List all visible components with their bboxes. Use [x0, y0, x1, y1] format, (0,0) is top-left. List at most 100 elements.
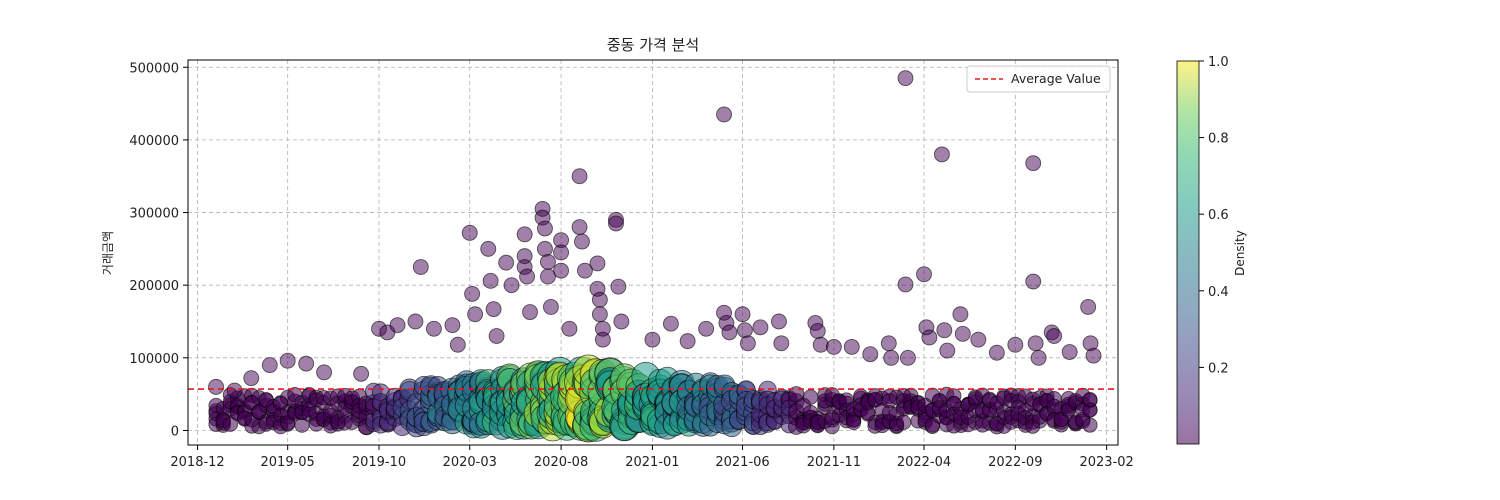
- data-point: [594, 331, 611, 348]
- data-point: [897, 276, 914, 293]
- data-point: [553, 244, 570, 261]
- data-point: [577, 262, 593, 279]
- x-tick-label: 2022-09: [988, 455, 1042, 470]
- x-tick-label: 2023-02: [1079, 455, 1133, 470]
- data-point: [970, 331, 987, 348]
- data-point: [298, 355, 315, 372]
- data-point: [880, 335, 897, 352]
- data-point: [752, 319, 769, 336]
- data-point: [485, 301, 502, 318]
- data-point: [1007, 336, 1024, 353]
- x-tick-label: 2020-03: [443, 455, 497, 470]
- data-point: [921, 329, 938, 346]
- data-point: [899, 349, 916, 366]
- data-points: [208, 70, 1102, 443]
- data-point: [734, 306, 751, 323]
- data-point: [773, 335, 790, 352]
- data-point: [954, 325, 971, 342]
- data-point: [222, 416, 239, 432]
- x-axis-ticks: 2018-12 2019-05 2019-10 2020-03 2020-08 2021-…: [170, 445, 1134, 470]
- data-point: [1085, 347, 1102, 364]
- y-tick-label: 0: [171, 424, 179, 439]
- data-point: [539, 253, 556, 270]
- colorbar-gradient: [1176, 60, 1200, 445]
- data-point: [1046, 328, 1063, 344]
- legend: Average Value: [966, 65, 1111, 93]
- data-point: [480, 240, 497, 257]
- data-point: [537, 220, 553, 237]
- colorbar: 0.2 0.4 0.6 0.8 1.0 Density: [1176, 55, 1247, 445]
- data-point: [542, 299, 559, 315]
- grid-lines: [188, 60, 1118, 445]
- data-point: [571, 168, 588, 185]
- data-point: [498, 254, 515, 271]
- data-point: [1025, 155, 1042, 172]
- data-point: [407, 313, 424, 330]
- colorbar-tick-label: 0.6: [1208, 208, 1229, 223]
- data-point: [845, 414, 862, 431]
- data-point: [522, 304, 538, 321]
- data-point: [883, 349, 900, 366]
- y-tick-label: 100000: [129, 352, 179, 367]
- data-point: [537, 240, 553, 257]
- y-tick-label: 400000: [129, 134, 179, 149]
- data-point: [412, 259, 429, 275]
- data-point: [988, 344, 1005, 361]
- data-point: [591, 291, 608, 308]
- data-point: [897, 70, 914, 87]
- data-point: [353, 365, 370, 382]
- legend-box: [966, 65, 1111, 93]
- data-point: [608, 215, 624, 232]
- data-point: [539, 268, 556, 285]
- chart-title: 중동 가격 분석: [607, 36, 699, 54]
- data-point: [574, 233, 590, 250]
- data-point: [1080, 299, 1097, 315]
- data-point: [571, 219, 588, 236]
- data-point: [425, 320, 442, 337]
- data-point: [1082, 391, 1098, 408]
- data-point: [809, 323, 826, 339]
- data-point: [553, 262, 570, 279]
- data-point: [952, 306, 969, 323]
- data-point: [716, 106, 732, 123]
- data-point: [589, 255, 606, 272]
- x-tick-label: 2020-08: [534, 455, 588, 470]
- data-point: [591, 306, 608, 323]
- legend-average-label: Average Value: [1011, 71, 1101, 86]
- data-point: [488, 328, 505, 344]
- data-point: [802, 389, 819, 405]
- data-point: [261, 357, 278, 374]
- y-tick-label: 200000: [129, 279, 179, 294]
- x-tick-label: 2021-11: [807, 455, 861, 470]
- data-point: [503, 277, 520, 294]
- data-point: [896, 414, 912, 431]
- y-tick-label: 300000: [129, 207, 179, 222]
- data-point: [825, 338, 842, 355]
- x-tick-label: 2019-05: [261, 455, 315, 470]
- data-point: [1030, 349, 1047, 366]
- data-point: [770, 313, 787, 330]
- data-point: [389, 317, 406, 334]
- data-point: [644, 331, 661, 348]
- data-point: [916, 266, 932, 283]
- data-point: [449, 336, 466, 353]
- data-point: [933, 146, 950, 163]
- x-tick-label: 2021-06: [715, 455, 769, 470]
- data-point: [516, 226, 533, 243]
- data-point: [208, 378, 225, 395]
- data-point: [226, 382, 243, 399]
- data-point: [279, 352, 296, 369]
- x-tick-label: 2018-12: [170, 455, 224, 470]
- data-point: [679, 333, 696, 350]
- data-point: [467, 306, 484, 323]
- data-point: [698, 320, 715, 337]
- data-point: [610, 278, 627, 295]
- data-point: [939, 342, 956, 359]
- y-tick-label: 500000: [129, 61, 179, 76]
- data-point: [812, 336, 829, 353]
- data-point: [1082, 417, 1098, 433]
- data-point: [613, 313, 630, 330]
- x-tick-label: 2021-01: [625, 455, 679, 470]
- colorbar-label: Density: [1233, 230, 1247, 276]
